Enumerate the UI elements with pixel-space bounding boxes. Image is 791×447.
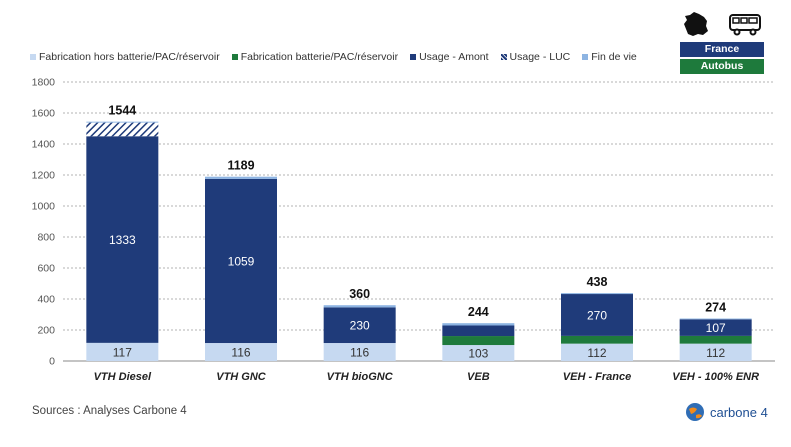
y-tick-label: 1800 xyxy=(32,77,56,89)
x-category-label: VTH GNC xyxy=(216,371,267,383)
bar-segment xyxy=(561,294,633,336)
bar-total-label: 438 xyxy=(587,275,608,289)
legend-label: Fabrication batterie/PAC/réservoir xyxy=(240,51,399,63)
segment-value-label: 103 xyxy=(468,347,488,361)
x-category-label: VTH bioGNC xyxy=(327,371,394,383)
legend-label: Usage - Amont xyxy=(419,51,489,63)
bar-segment xyxy=(205,343,277,361)
legend: Fabrication hors batterie/PAC/réservoir F… xyxy=(30,51,637,63)
legend-item: Usage - Amont xyxy=(410,51,489,63)
y-tick-label: 0 xyxy=(49,356,55,368)
bar-segment xyxy=(442,345,515,361)
bar-segment xyxy=(679,335,752,344)
y-tick-label: 800 xyxy=(37,232,55,244)
x-category-label: VEH - France xyxy=(563,371,631,383)
segment-value-label: 107 xyxy=(706,321,726,335)
legend-swatch xyxy=(30,54,36,60)
context-badges: France Autobus xyxy=(680,8,764,74)
globe-logo-icon xyxy=(686,403,704,421)
segment-value-label: 1059 xyxy=(228,254,255,268)
bar-segment xyxy=(561,293,633,295)
legend-swatch xyxy=(500,54,507,60)
y-tick-label: 1000 xyxy=(32,201,56,213)
legend-label: Fin de vie xyxy=(591,51,637,63)
segment-value-label: 117 xyxy=(113,345,132,359)
bar-segment xyxy=(323,343,396,361)
gridlines xyxy=(63,81,775,331)
y-tick-label: 200 xyxy=(37,325,55,337)
bar-segment xyxy=(86,136,159,343)
bar-total-label: 1544 xyxy=(108,104,136,118)
segment-value-label: 112 xyxy=(587,346,606,360)
segment-value-label: 1333 xyxy=(109,233,136,247)
x-axis: VTH Diesel VTH GNC VTH bioGNC VEB VEH - Fran… xyxy=(94,371,760,383)
y-tick-label: 1600 xyxy=(32,108,56,120)
source-note: Sources : Analyses Carbone 4 xyxy=(32,405,187,417)
bar-segment xyxy=(561,335,633,344)
legend-item: Fin de vie xyxy=(582,51,637,63)
legend-item: Fabrication hors batterie/PAC/réservoir xyxy=(30,51,220,63)
bar-segment xyxy=(86,121,159,123)
legend-label: Fabrication hors batterie/PAC/réservoir xyxy=(39,51,220,63)
bus-icon xyxy=(729,14,761,36)
bar-total-label: 244 xyxy=(468,305,489,319)
bar-total-label: 1189 xyxy=(227,159,254,173)
y-tick-label: 400 xyxy=(37,294,55,306)
bar-segment xyxy=(323,307,396,344)
segment-value-label: 112 xyxy=(706,346,725,360)
bar-segment xyxy=(442,325,515,337)
bar-segment xyxy=(205,176,277,179)
legend-swatch xyxy=(582,54,589,60)
bar-segment xyxy=(442,323,515,326)
segment-value-label: 230 xyxy=(350,319,370,333)
bar-segment xyxy=(205,178,277,344)
legend-swatch xyxy=(231,54,238,60)
legend-label: Usage - LUC xyxy=(509,51,571,63)
segment-value-label: 270 xyxy=(587,308,607,322)
legend-swatch xyxy=(410,54,417,60)
bar-total-label: 274 xyxy=(705,301,726,315)
bar-segment xyxy=(86,122,159,137)
bar-total-label: 360 xyxy=(349,287,370,301)
y-tick-label: 1200 xyxy=(32,170,56,182)
bar-segment xyxy=(323,305,396,308)
carbone4-logo: carbone 4 xyxy=(684,401,768,423)
bar-segment xyxy=(561,343,633,361)
legend-item: Usage - LUC xyxy=(500,51,571,63)
bar-segment xyxy=(679,319,752,336)
bar-segment xyxy=(679,318,752,320)
x-category-label: VTH Diesel xyxy=(94,371,152,383)
segment-value-label: 116 xyxy=(231,346,250,360)
bar-segment xyxy=(442,336,515,346)
bar-segment xyxy=(86,342,159,361)
y-tick-label: 600 xyxy=(37,263,55,275)
bars: 117 1333 1544 116 1059 1189 116 230 360 103 244 112… xyxy=(86,104,752,361)
country-badge: France xyxy=(680,42,764,57)
bar-segment xyxy=(679,343,752,361)
france-map-icon xyxy=(684,12,708,36)
vehicle-badge: Autobus xyxy=(680,59,764,74)
x-category-label: VEH - 100% ENR xyxy=(672,371,759,383)
y-tick-label: 1400 xyxy=(32,139,56,151)
legend-item: Fabrication batterie/PAC/réservoir xyxy=(231,51,399,63)
segment-value-label: 116 xyxy=(350,346,369,360)
logo-text: carbone 4 xyxy=(710,404,768,420)
x-category-label: VEB xyxy=(467,371,490,383)
y-axis: 0 200 400 600 800 1000 1200 1400 1600 1800 xyxy=(32,77,775,368)
